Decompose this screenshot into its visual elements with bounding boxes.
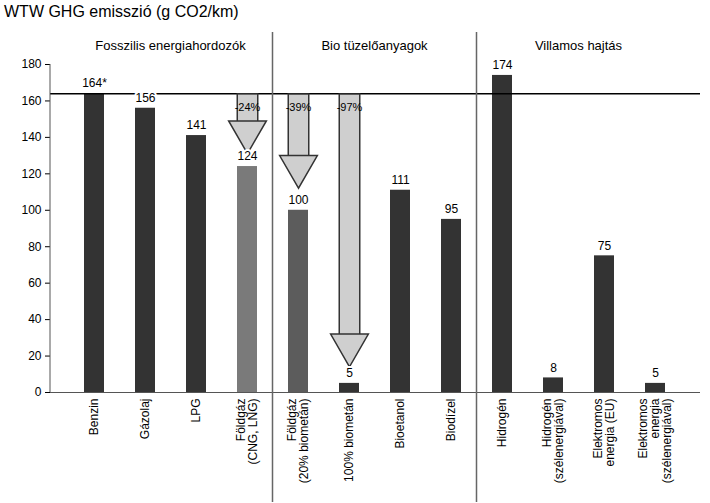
svg-text:Bioetanol: Bioetanol <box>393 399 407 449</box>
svg-text:80: 80 <box>28 240 42 254</box>
svg-text:140: 140 <box>21 130 41 144</box>
svg-text:95: 95 <box>445 202 459 216</box>
html-text:WTW GHG emisszió (g CO2/km): WTW GHG emisszió (g CO2/km) <box>4 3 239 20</box>
svg-text:-39%: -39% <box>286 101 312 113</box>
svg-text:LPG: LPG <box>189 399 203 423</box>
svg-text:100: 100 <box>21 203 41 217</box>
svg-text:141: 141 <box>186 118 206 132</box>
svg-text:40: 40 <box>28 312 42 326</box>
svg-text:5: 5 <box>652 366 659 380</box>
svg-text:Biodízel: Biodízel <box>444 399 458 442</box>
svg-text:174: 174 <box>492 58 512 72</box>
svg-text:60: 60 <box>28 276 42 290</box>
svg-text:156: 156 <box>135 91 155 105</box>
svg-text:0: 0 <box>35 385 42 399</box>
svg-text:Fosszilis energiahordozók: Fosszilis energiahordozók <box>95 38 246 53</box>
svg-text:Földgáz(CNG, LNG): Földgáz(CNG, LNG) <box>234 398 260 464</box>
svg-text:20: 20 <box>28 349 42 363</box>
svg-text:120: 120 <box>21 167 41 181</box>
svg-text:8: 8 <box>550 361 557 375</box>
svg-text:124: 124 <box>237 149 257 163</box>
svg-text:Elektromosenergia (EU): Elektromosenergia (EU) <box>591 399 617 467</box>
svg-text:Bio tüzelőanyagok: Bio tüzelőanyagok <box>321 38 428 53</box>
svg-text:Földgáz(20% biometán): Földgáz(20% biometán) <box>285 399 311 484</box>
svg-text:Hidrogén(szélenergiával): Hidrogén(szélenergiával) <box>540 398 566 483</box>
svg-text:75: 75 <box>598 239 612 253</box>
svg-text:Benzin: Benzin <box>87 399 101 436</box>
svg-text:111: 111 <box>391 173 410 187</box>
svg-text:-24%: -24% <box>235 101 261 113</box>
svg-text:Villamos hajtás: Villamos hajtás <box>535 38 623 53</box>
svg-text:Hidrogén: Hidrogén <box>495 399 509 448</box>
svg-text:100: 100 <box>288 193 308 207</box>
svg-text:160: 160 <box>21 94 41 108</box>
svg-text:164*: 164* <box>82 76 107 90</box>
svg-text:180: 180 <box>21 57 41 71</box>
svg-text:Gázolaj: Gázolaj <box>138 399 152 440</box>
svg-text:-97%: -97% <box>337 101 363 113</box>
svg-text:5: 5 <box>346 366 353 380</box>
svg-text:100% biometán: 100% biometán <box>342 399 356 482</box>
svg-text:Elektromosenergia(szélenergiáv: Elektromosenergia(szélenergiával) <box>636 398 674 483</box>
